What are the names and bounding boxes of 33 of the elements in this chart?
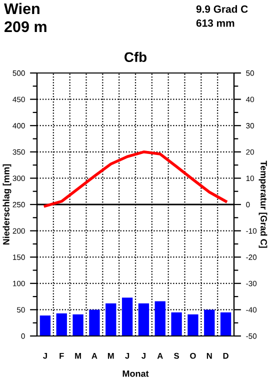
- text: 209 m: [4, 21, 46, 32]
- bar: [72, 314, 84, 336]
- x-tick-label: J: [125, 352, 130, 359]
- bar: [154, 301, 166, 336]
- line-series: [44, 150, 228, 208]
- bar: [89, 310, 100, 336]
- x-tick-label: J: [43, 352, 47, 359]
- bar: [106, 303, 116, 336]
- chart-title: Cfb: [124, 52, 146, 62]
- bar: [56, 313, 67, 336]
- bar: [138, 303, 150, 336]
- bar: [122, 298, 133, 336]
- text: Wien: [4, 2, 40, 14]
- x-tick-label: N: [206, 352, 212, 359]
- x-tick-label: D: [223, 352, 228, 359]
- x-tick-label: O: [190, 352, 196, 359]
- text: 613 mm: [196, 19, 234, 27]
- x-tick-label: S: [174, 352, 179, 359]
- bar: [40, 315, 51, 336]
- bar: [188, 314, 198, 336]
- x-tick-label: M: [108, 352, 114, 359]
- text: 9.9 Grad C: [196, 5, 248, 13]
- bar: [171, 312, 182, 336]
- x-tick-label: M: [75, 352, 81, 359]
- x-tick-label: J: [142, 352, 146, 359]
- x-tick-label: A: [92, 352, 98, 359]
- bar: [220, 312, 232, 336]
- x-tick-label: F: [60, 352, 64, 359]
- bar: [204, 310, 215, 336]
- x-tick-label: A: [157, 352, 163, 359]
- y2-axis-title: Temperatur [Grad C]: [258, 160, 268, 248]
- y-axis-title: Niederschlag [mm]: [2, 164, 12, 245]
- x-axis-title: Monat: [122, 370, 149, 377]
